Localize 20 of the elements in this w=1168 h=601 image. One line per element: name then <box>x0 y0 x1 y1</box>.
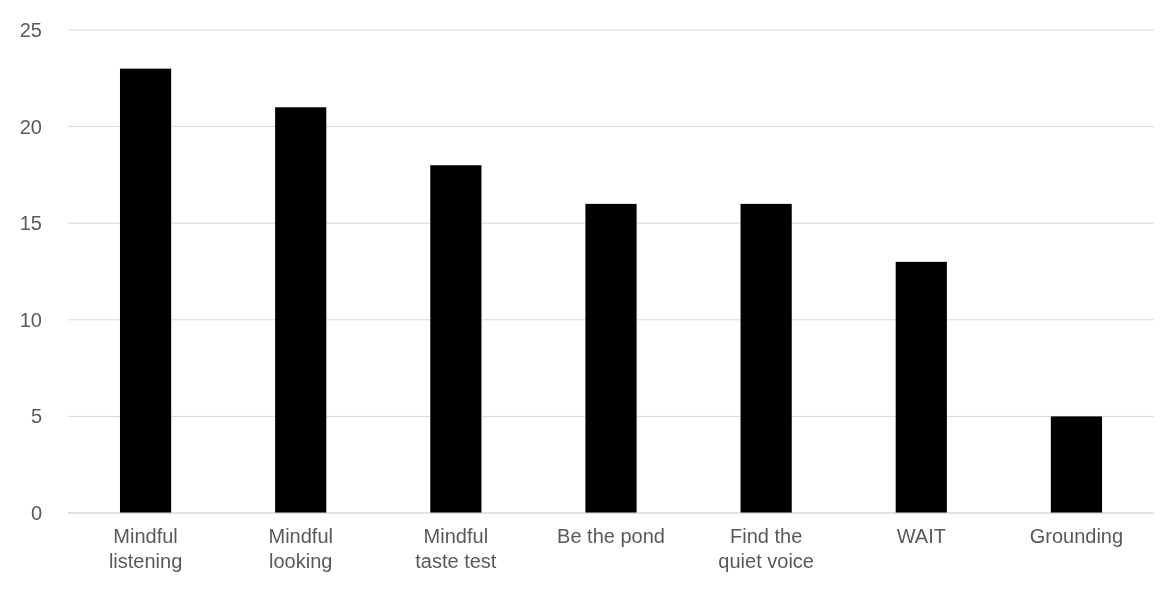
y-tick-label: 0 <box>30 502 42 524</box>
x-tick-label: Grounding <box>1029 525 1124 547</box>
bar <box>895 261 947 513</box>
y-tick-label: 10 <box>19 308 42 331</box>
x-tick-label: Mindful listening <box>108 525 183 572</box>
x-tick-label: Be the pond <box>557 525 665 547</box>
x-tick-label: Mindful taste test <box>415 525 497 572</box>
y-tick-label: 15 <box>19 212 42 235</box>
bar <box>585 203 637 513</box>
y-tick-label: 5 <box>30 405 42 428</box>
bar <box>275 107 327 513</box>
bar <box>119 68 172 513</box>
bar <box>430 165 482 513</box>
x-tick-label: Mindful looking <box>268 525 333 572</box>
bar <box>740 203 792 513</box>
x-tick-label: WAIT <box>896 525 946 547</box>
y-tick-label: 20 <box>19 115 42 138</box>
bar <box>1050 416 1103 513</box>
x-tick-label: Find the quiet voice <box>718 525 814 572</box>
y-tick-label: 25 <box>19 19 42 41</box>
